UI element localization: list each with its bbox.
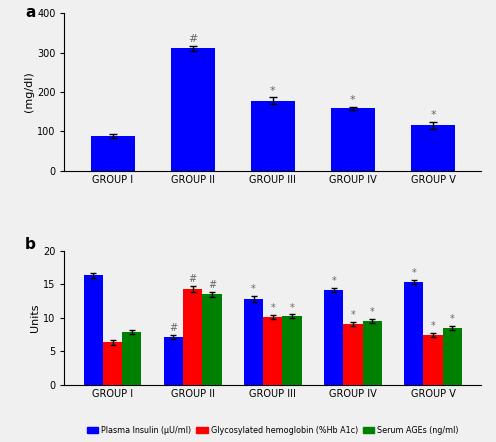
Bar [331, 108, 375, 171]
Bar [91, 136, 134, 171]
Bar [363, 321, 382, 385]
Text: #: # [170, 324, 178, 333]
Bar [171, 48, 215, 171]
Text: *: * [412, 268, 416, 278]
Text: #: # [208, 280, 216, 290]
Text: a: a [25, 5, 35, 20]
Y-axis label: Units: Units [30, 303, 40, 332]
Text: #: # [188, 274, 197, 284]
Text: *: * [431, 321, 435, 332]
Bar [244, 299, 263, 385]
Text: *: * [351, 310, 355, 320]
Bar [343, 324, 363, 385]
Text: *: * [270, 303, 275, 313]
Text: *: * [430, 110, 436, 120]
Legend: Plasma Insulin (μU/ml), Glycosylated hemoglobin (%Hb A1c), Serum AGEs (ng/ml): Plasma Insulin (μU/ml), Glycosylated hem… [83, 423, 462, 438]
Bar [263, 317, 282, 385]
Bar [424, 335, 442, 385]
Bar [164, 337, 183, 385]
Bar [442, 328, 462, 385]
Y-axis label: (mg/dl): (mg/dl) [24, 72, 34, 112]
Bar [183, 289, 202, 385]
Bar [282, 316, 302, 385]
Text: *: * [370, 307, 374, 317]
Bar [122, 332, 141, 385]
Text: *: * [450, 314, 455, 324]
Bar [411, 126, 455, 171]
Text: *: * [331, 276, 336, 286]
Text: *: * [251, 284, 256, 294]
Bar [324, 290, 343, 385]
Bar [103, 343, 122, 385]
Text: *: * [350, 95, 356, 105]
Bar [251, 101, 295, 171]
Text: *: * [270, 85, 276, 95]
Text: *: * [290, 303, 295, 312]
Bar [202, 294, 222, 385]
Text: b: b [25, 237, 36, 252]
Bar [404, 282, 424, 385]
Text: #: # [188, 34, 197, 44]
Bar [84, 275, 103, 385]
